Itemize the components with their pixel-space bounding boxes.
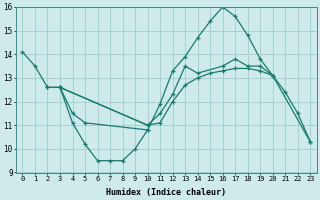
- X-axis label: Humidex (Indice chaleur): Humidex (Indice chaleur): [106, 188, 226, 197]
